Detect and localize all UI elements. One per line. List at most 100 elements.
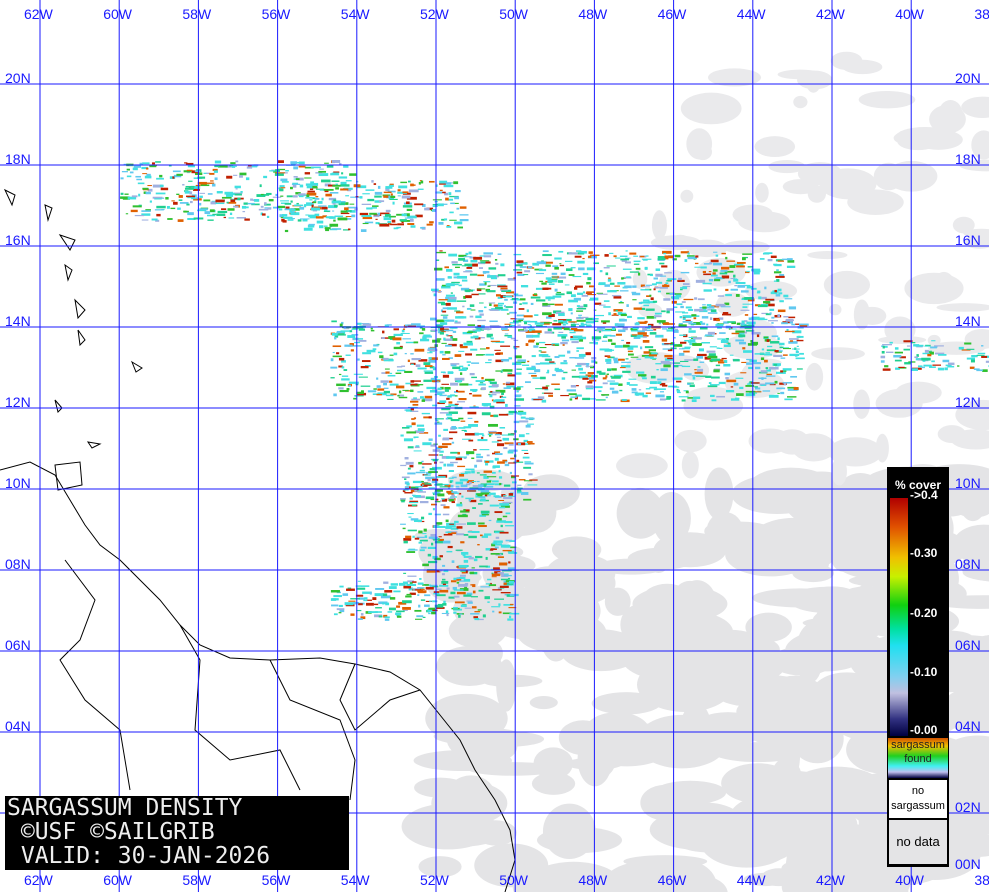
sargassum-patch	[459, 613, 463, 615]
sargassum-patch	[532, 262, 539, 266]
sargassum-patch	[784, 398, 793, 401]
sargassum-patch	[407, 223, 415, 225]
no-data-patch	[762, 729, 786, 760]
no-data-patch	[651, 210, 667, 240]
sargassum-patch	[787, 396, 797, 398]
sargassum-patch	[444, 351, 451, 354]
no-data-patch	[704, 467, 734, 520]
sargassum-patch	[509, 471, 512, 474]
no-data-patch	[790, 713, 844, 764]
sargassum-patch	[371, 207, 377, 209]
sargassum-patch	[459, 478, 469, 482]
sargassum-patch	[362, 323, 372, 326]
sargassum-patch	[624, 285, 632, 289]
sargassum-patch	[464, 263, 473, 267]
sargassum-patch	[475, 555, 483, 559]
sargassum-patch	[733, 263, 744, 267]
sargassum-patch	[439, 400, 447, 403]
sargassum-patch	[476, 456, 484, 459]
lon-label-top: 44W	[737, 6, 767, 22]
sargassum-patch	[565, 268, 573, 272]
sargassum-patch	[155, 161, 161, 163]
sargassum-patch	[578, 316, 581, 319]
sargassum-patch	[310, 183, 315, 185]
sargassum-patch	[655, 273, 663, 277]
sargassum-patch	[516, 389, 519, 393]
sargassum-patch	[331, 228, 342, 230]
sargassum-patch	[520, 416, 526, 419]
sargassum-patch	[699, 327, 708, 330]
sargassum-patch	[535, 388, 545, 390]
sargassum-patch	[467, 324, 476, 326]
sargassum-patch	[659, 398, 666, 401]
sargassum-patch	[592, 318, 599, 320]
sargassum-patch	[428, 560, 438, 564]
sargassum-patch	[478, 293, 486, 295]
sargassum-patch	[656, 320, 666, 323]
sargassum-patch	[383, 382, 388, 386]
sargassum-patch	[770, 341, 780, 344]
sargassum-patch	[494, 258, 498, 261]
sargassum-patch	[439, 412, 449, 414]
sargassum-patch	[484, 463, 489, 466]
sargassum-patch	[379, 355, 384, 359]
sargassum-patch	[523, 326, 527, 330]
sargassum-patch	[388, 197, 394, 200]
sargassum-patch	[596, 329, 603, 332]
sargassum-patch	[632, 285, 637, 288]
sargassum-patch	[928, 351, 934, 355]
sargassum-patch	[961, 349, 971, 351]
sargassum-patch	[402, 338, 411, 340]
sargassum-patch	[745, 271, 750, 274]
sargassum-patch	[307, 224, 315, 228]
sargassum-patch	[393, 346, 403, 350]
sargassum-patch	[947, 365, 955, 368]
sargassum-patch	[664, 272, 672, 274]
sargassum-patch	[526, 334, 533, 338]
sargassum-patch	[504, 298, 508, 301]
sargassum-patch	[482, 383, 485, 385]
sargassum-patch	[380, 595, 391, 599]
sargassum-patch	[480, 489, 490, 493]
sargassum-patch	[611, 295, 621, 297]
no-data-patch	[819, 168, 877, 200]
sargassum-patch	[279, 188, 284, 192]
sargassum-patch	[393, 333, 403, 336]
sargassum-patch	[462, 259, 469, 262]
sargassum-patch	[340, 184, 350, 187]
sargassum-patch	[701, 342, 710, 344]
no-data-patch	[791, 433, 836, 462]
sargassum-patch	[491, 572, 494, 575]
sargassum-patch	[373, 388, 377, 390]
sargassum-patch	[560, 394, 570, 397]
sargassum-patch	[649, 352, 653, 355]
sargassum-patch	[142, 162, 150, 165]
sargassum-patch	[691, 375, 701, 377]
sargassum-patch	[904, 362, 912, 365]
sargassum-patch	[541, 282, 547, 285]
sargassum-patch	[745, 390, 756, 393]
sargassum-patch	[957, 365, 960, 367]
sargassum-patch	[538, 341, 546, 344]
sargassum-patch	[472, 507, 476, 509]
sargassum-patch	[735, 330, 745, 333]
sargassum-patch	[508, 462, 517, 464]
sargassum-patch	[387, 220, 392, 224]
sargassum-patch	[348, 384, 351, 387]
sargassum-patch	[467, 265, 473, 269]
sargassum-patch	[397, 394, 400, 397]
sargassum-patch	[483, 470, 493, 473]
sargassum-patch	[413, 417, 417, 420]
sargassum-patch	[499, 587, 505, 589]
sargassum-patch	[503, 460, 508, 463]
sargassum-patch	[708, 278, 714, 282]
sargassum-patch	[611, 377, 621, 379]
sargassum-patch	[698, 343, 702, 346]
sargassum-patch	[333, 199, 337, 202]
sargassum-patch	[685, 390, 689, 394]
no-data-patch	[830, 51, 863, 70]
sargassum-patch	[360, 585, 370, 587]
sargassum-patch	[221, 196, 232, 199]
sargassum-patch	[515, 372, 522, 375]
sargassum-patch	[408, 189, 419, 193]
